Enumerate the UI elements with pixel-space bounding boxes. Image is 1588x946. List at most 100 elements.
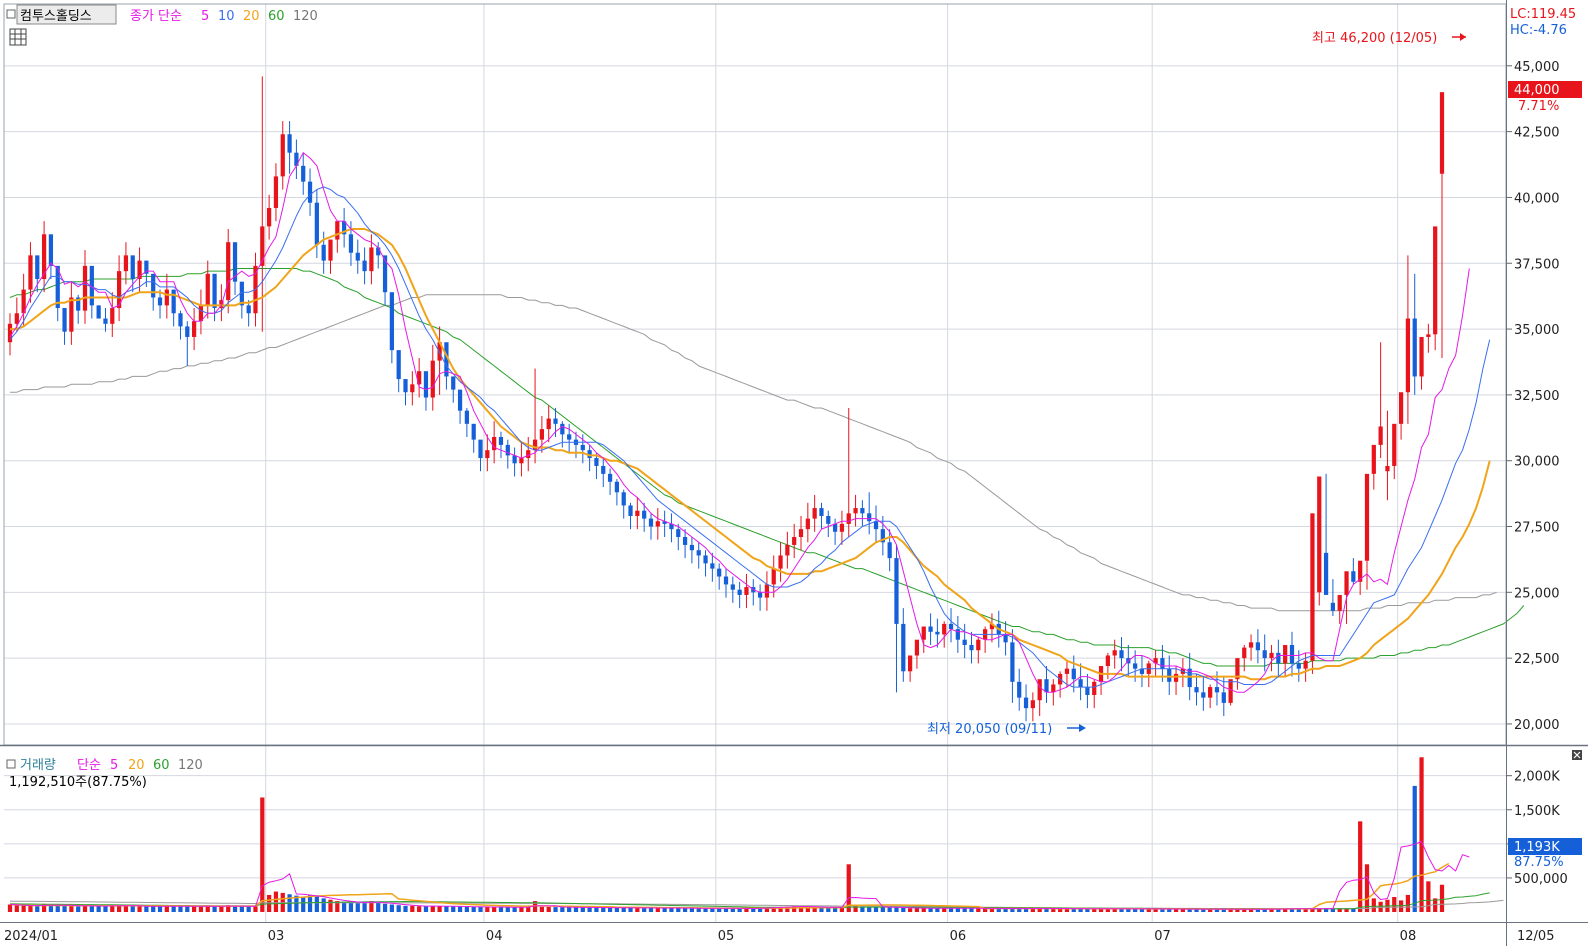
volume-bar[interactable] <box>1003 908 1008 912</box>
candle-body[interactable] <box>1276 652 1281 664</box>
candle-body[interactable] <box>519 458 524 464</box>
candle-body[interactable] <box>880 529 885 543</box>
candle-body[interactable] <box>696 550 701 556</box>
candle-body[interactable] <box>928 626 933 632</box>
candle-body[interactable] <box>635 510 640 516</box>
volume-bar[interactable] <box>1262 909 1267 912</box>
volume-bar[interactable] <box>969 908 974 912</box>
volume-bar[interactable] <box>253 906 258 912</box>
candle-body[interactable] <box>771 568 776 585</box>
candle-body[interactable] <box>1133 663 1138 669</box>
candle-body[interactable] <box>89 265 94 306</box>
volume-bar[interactable] <box>157 906 163 912</box>
volume-bar[interactable] <box>1133 908 1138 912</box>
volume-bar[interactable] <box>587 907 592 912</box>
volume-bar[interactable] <box>192 906 197 912</box>
candle-body[interactable] <box>28 255 33 290</box>
candle-body[interactable] <box>757 592 763 598</box>
volume-bar[interactable] <box>1092 908 1097 912</box>
candle-body[interactable] <box>1351 571 1356 582</box>
volume-bar[interactable] <box>457 906 463 912</box>
candle-body[interactable] <box>55 265 60 309</box>
candle-body[interactable] <box>1371 444 1376 474</box>
volume-bar[interactable] <box>921 908 926 912</box>
candle-body[interactable] <box>1283 644 1288 664</box>
volume-bar[interactable] <box>239 906 244 912</box>
candle-body[interactable] <box>110 308 115 324</box>
volume-bar[interactable] <box>1201 909 1206 912</box>
candle-body[interactable] <box>457 389 463 411</box>
volume-bar[interactable] <box>1221 909 1226 912</box>
volume-bar[interactable] <box>546 906 551 912</box>
candle-body[interactable] <box>1105 655 1110 667</box>
candle-body[interactable] <box>1085 687 1090 695</box>
candle-body[interactable] <box>1078 679 1083 688</box>
candle-body[interactable] <box>901 623 906 672</box>
volume-bar[interactable] <box>430 905 435 912</box>
volume-bar[interactable] <box>832 907 838 912</box>
volume-bar[interactable] <box>512 907 517 912</box>
volume-bar[interactable] <box>451 906 456 912</box>
candle-body[interactable] <box>260 226 265 266</box>
candle-body[interactable] <box>369 247 374 272</box>
volume-bar[interactable] <box>294 895 299 912</box>
volume-bar[interactable] <box>1146 908 1151 912</box>
candle-body[interactable] <box>226 242 231 301</box>
volume-bar[interactable] <box>948 908 954 912</box>
candle-body[interactable] <box>1337 594 1342 611</box>
volume-bar[interactable] <box>1405 894 1411 912</box>
candle-body[interactable] <box>451 376 456 390</box>
volume-bar[interactable] <box>55 905 60 912</box>
volume-bar[interactable] <box>1078 908 1083 912</box>
candle-body[interactable] <box>546 418 551 430</box>
volume-bar[interactable] <box>76 906 81 912</box>
candle-body[interactable] <box>908 655 913 672</box>
candle-body[interactable] <box>464 410 469 424</box>
candle-body[interactable] <box>1330 602 1336 611</box>
volume-bar[interactable] <box>1235 909 1240 912</box>
candle-body[interactable] <box>805 518 810 530</box>
volume-bar[interactable] <box>505 907 510 912</box>
candle-body[interactable] <box>301 165 306 182</box>
candle-body[interactable] <box>171 289 176 314</box>
volume-bar[interactable] <box>519 907 524 912</box>
volume-bar[interactable] <box>1255 909 1260 912</box>
close-panel-icon[interactable] <box>1572 750 1582 760</box>
volume-bar[interactable] <box>914 908 920 912</box>
candle-body[interactable] <box>437 342 442 361</box>
candle-body[interactable] <box>1044 679 1049 693</box>
candle-body[interactable] <box>185 326 190 337</box>
candle-body[interactable] <box>1071 668 1076 680</box>
volume-bar[interactable] <box>1303 908 1308 912</box>
candle-body[interactable] <box>294 152 299 166</box>
volume-bar[interactable] <box>983 908 988 912</box>
candle-body[interactable] <box>1439 92 1445 174</box>
candle-body[interactable] <box>178 313 183 327</box>
candle-body[interactable] <box>137 260 142 280</box>
candle-body[interactable] <box>532 439 538 451</box>
volume-bar[interactable] <box>301 897 306 912</box>
candle-body[interactable] <box>76 297 81 311</box>
volume-bar[interactable] <box>1187 909 1192 912</box>
candle-body[interactable] <box>621 492 626 506</box>
collapse-icon[interactable] <box>6 9 16 19</box>
volume-bar[interactable] <box>1433 898 1438 912</box>
volume-bar[interactable] <box>1439 884 1445 912</box>
candle-body[interactable] <box>389 292 394 351</box>
volume-bar[interactable] <box>642 907 647 912</box>
volume-bar[interactable] <box>21 905 26 912</box>
candle-body[interactable] <box>144 260 149 274</box>
volume-bar[interactable] <box>137 906 142 912</box>
candle-body[interactable] <box>1358 560 1363 582</box>
candle-body[interactable] <box>123 255 129 272</box>
candle-body[interactable] <box>526 450 531 459</box>
volume-bar[interactable] <box>989 908 995 912</box>
volume-bar[interactable] <box>492 907 497 912</box>
volume-series[interactable] <box>7 757 1445 912</box>
candle-body[interactable] <box>676 529 681 538</box>
volume-bar[interactable] <box>1017 908 1022 912</box>
candle-body[interactable] <box>1187 668 1192 688</box>
candle-body[interactable] <box>839 523 845 532</box>
candle-body[interactable] <box>1003 634 1008 643</box>
volume-bar[interactable] <box>410 905 415 912</box>
